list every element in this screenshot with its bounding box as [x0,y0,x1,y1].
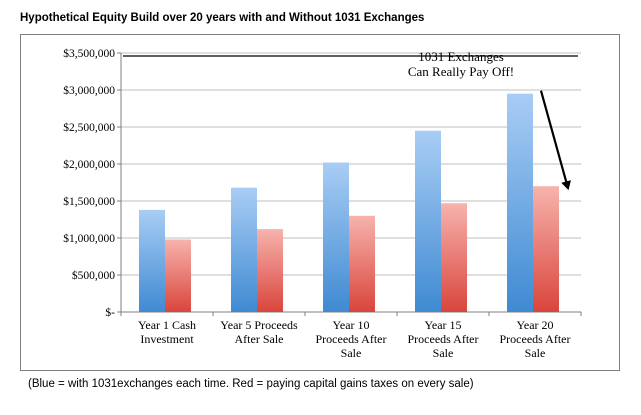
x-category-label: Proceeds After [500,332,571,346]
annotation-text: Can Really Pay Off! [408,64,514,79]
x-category-label: Sale [525,346,546,360]
y-tick-label: $500,000 [72,269,115,282]
x-category-label: Proceeds After [408,332,479,346]
y-tick-label: $3,500,000 [63,47,115,60]
bar-series-1-3 [323,162,349,312]
x-category-label: Sale [433,346,454,360]
bar-series-2-2 [257,229,283,312]
bar-chart: $- $500,000 $1,000,000 $1,500,000 $2,000,000… [63,47,582,360]
y-tick-label: $- [105,306,115,319]
bar-series-2-3 [349,215,375,312]
y-tick-label: $2,000,000 [63,158,115,171]
chart-frame: $- $500,000 $1,000,000 $1,500,000 $2,000,000… [20,34,620,371]
x-category-label: Year 1 Cash [138,318,196,332]
x-category-label: Year 20 [516,318,553,332]
bar-series-2-5 [533,186,559,312]
footnote: (Blue = with 1031exchanges each time. Re… [28,378,474,390]
x-category-label: Year 10 [332,318,369,332]
y-tick-label: $1,500,000 [63,195,115,208]
bar-series-2-4 [441,203,467,312]
bar-series-1-2 [231,187,257,312]
bar-series-1-5 [507,93,533,312]
annotation-text: 1031 Exchanges [418,49,504,64]
y-tick-label: $3,000,000 [63,84,115,97]
chart-title: Hypothetical Equity Build over 20 years … [20,12,425,24]
x-category-label: Year 15 [424,318,461,332]
bar-series-1-1 [139,209,165,312]
y-tick-label: $1,000,000 [63,232,115,245]
y-tick-label: $2,500,000 [63,121,115,134]
x-category-label: Proceeds After [316,332,387,346]
y-axis-ticks: $- $500,000 $1,000,000 $1,500,000 $2,000,000… [63,47,582,319]
x-category-label: Sale [341,346,362,360]
x-category-label: Year 5 Proceeds [220,318,298,332]
x-category-label: After Sale [235,332,284,346]
annotation-arrow [539,90,571,191]
x-category-label: Investment [140,332,194,346]
gridlines [121,52,581,276]
bar-series-2-1 [165,239,191,312]
bars [139,93,559,312]
bar-series-1-4 [415,130,441,312]
